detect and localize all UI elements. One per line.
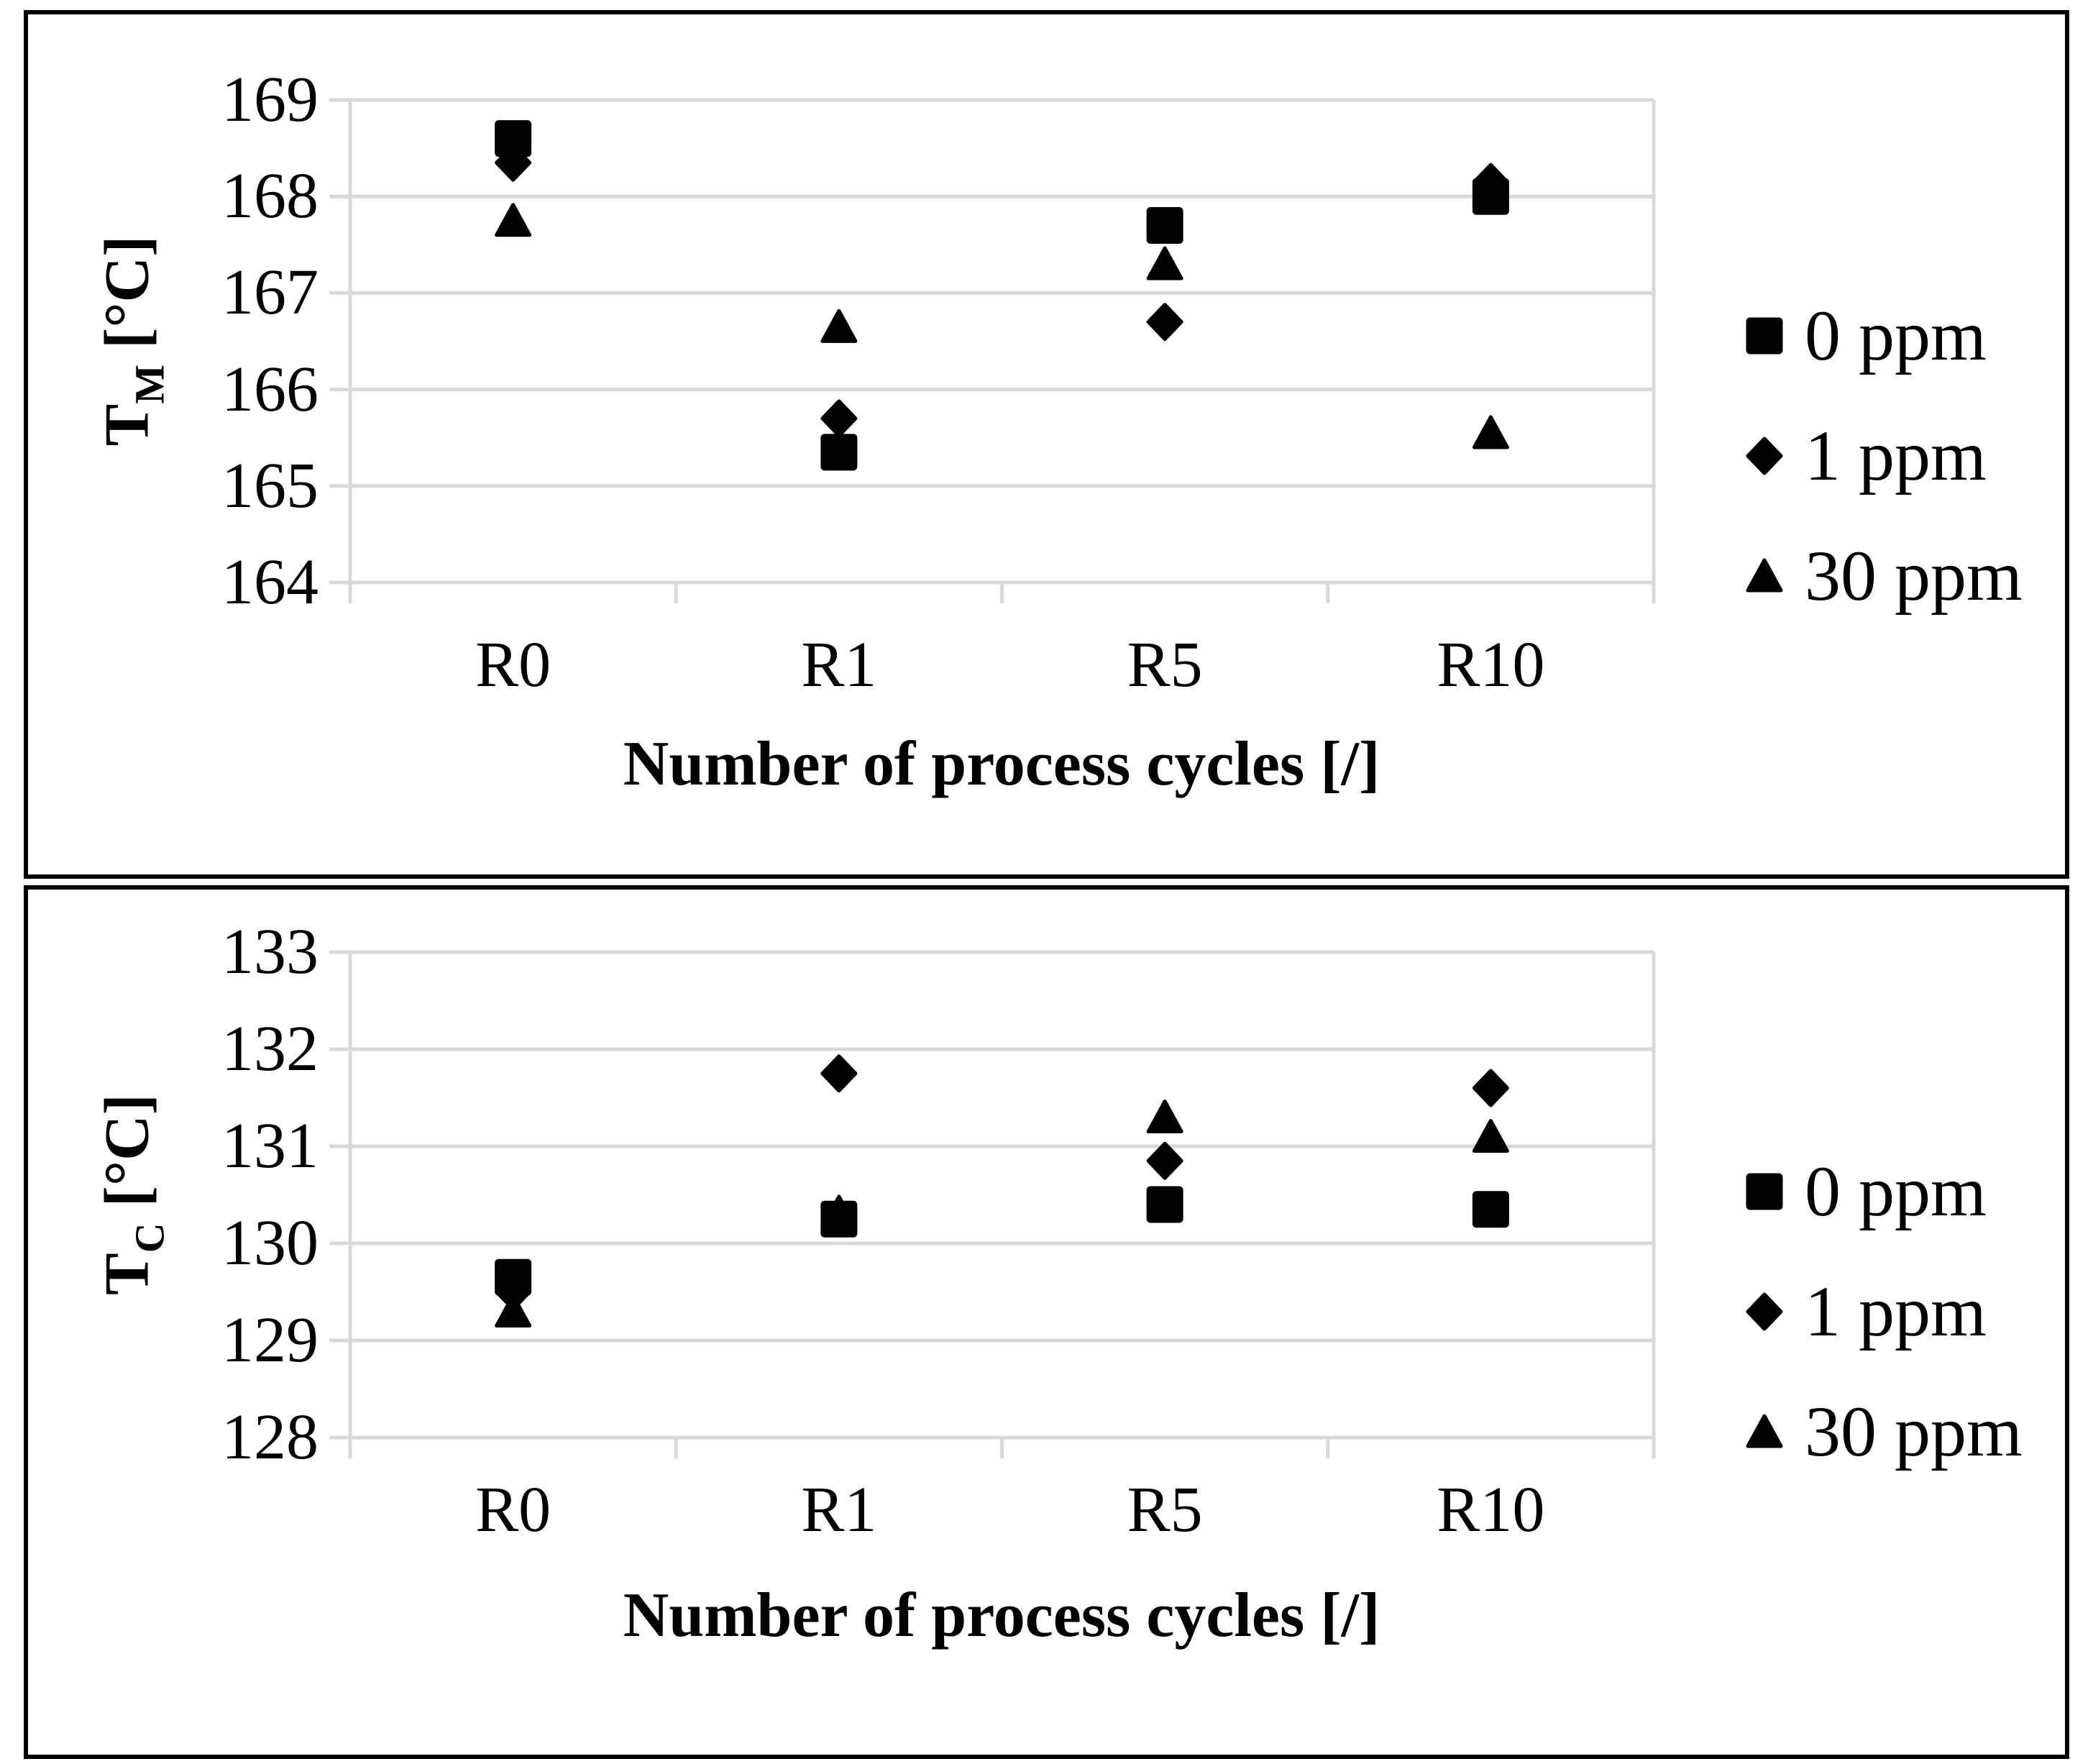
legend-marker-diamond-icon [1746,437,1783,475]
legend-marker-square-icon [1746,1173,1783,1210]
legend-square-icon [1746,317,1783,355]
x-tick-label: R0 [475,1474,551,1545]
y-tick-label: 169 [221,64,319,135]
y-tick-label: 129 [221,1304,319,1376]
x-tick-label: R0 [475,629,551,700]
x-axis-title-tm: Number of process cycles [/] [623,729,1380,799]
legend-item-0ppm: 0 ppm [1731,296,1987,375]
y-tick-label: 166 [221,353,319,425]
legend-item-1ppm: 1 ppm [1731,416,1987,495]
y-tick-label: 133 [221,916,319,987]
x-axis-title-tc: Number of process cycles [/] [623,1581,1380,1650]
y-tick-label: 165 [221,449,319,521]
legend-label: 0 ppm [1805,296,1987,375]
x-tick-label: R1 [801,629,877,700]
x-tick-label: R5 [1127,1474,1203,1545]
legend-square-icon [1746,1173,1783,1210]
legend-label: 1 ppm [1805,1271,1987,1351]
legend-item-30ppm: 30 ppm [1731,536,2023,616]
legend-marker-triangle-icon [1746,1414,1783,1448]
legend-item-30ppm: 30 ppm [1731,1391,2023,1471]
y-tick-label: 130 [221,1207,319,1279]
legend-label: 0 ppm [1805,1151,1987,1231]
x-tick-label: R10 [1437,1474,1545,1545]
legend-diamond-icon [1746,1292,1783,1331]
x-tick-label: R5 [1127,629,1203,700]
legend-marker-diamond-icon [1746,1292,1783,1331]
x-tick-label: R1 [801,1474,877,1545]
legend-label: 30 ppm [1805,1391,2023,1471]
x-tick-label: R10 [1437,629,1545,700]
legend-triangle-icon [1746,1414,1783,1448]
legend-marker-triangle-icon [1746,558,1783,593]
legend-label: 30 ppm [1805,536,2023,616]
legend-diamond-icon [1746,437,1783,475]
y-tick-label: 168 [221,160,319,232]
chart-panel-tc [24,885,2069,1759]
y-tick-label: 164 [221,547,319,618]
legend-triangle-icon [1746,558,1783,593]
legend-item-0ppm: 0 ppm [1731,1151,1987,1231]
chart-panel-tm [24,10,2069,879]
legend-marker-square-icon [1746,317,1783,355]
y-tick-label: 131 [221,1110,319,1182]
legend-item-1ppm: 1 ppm [1731,1271,1987,1351]
y-tick-label: 132 [221,1013,319,1084]
y-tick-label: 167 [221,257,319,329]
legend-label: 1 ppm [1805,416,1987,495]
y-tick-label: 128 [221,1402,319,1473]
